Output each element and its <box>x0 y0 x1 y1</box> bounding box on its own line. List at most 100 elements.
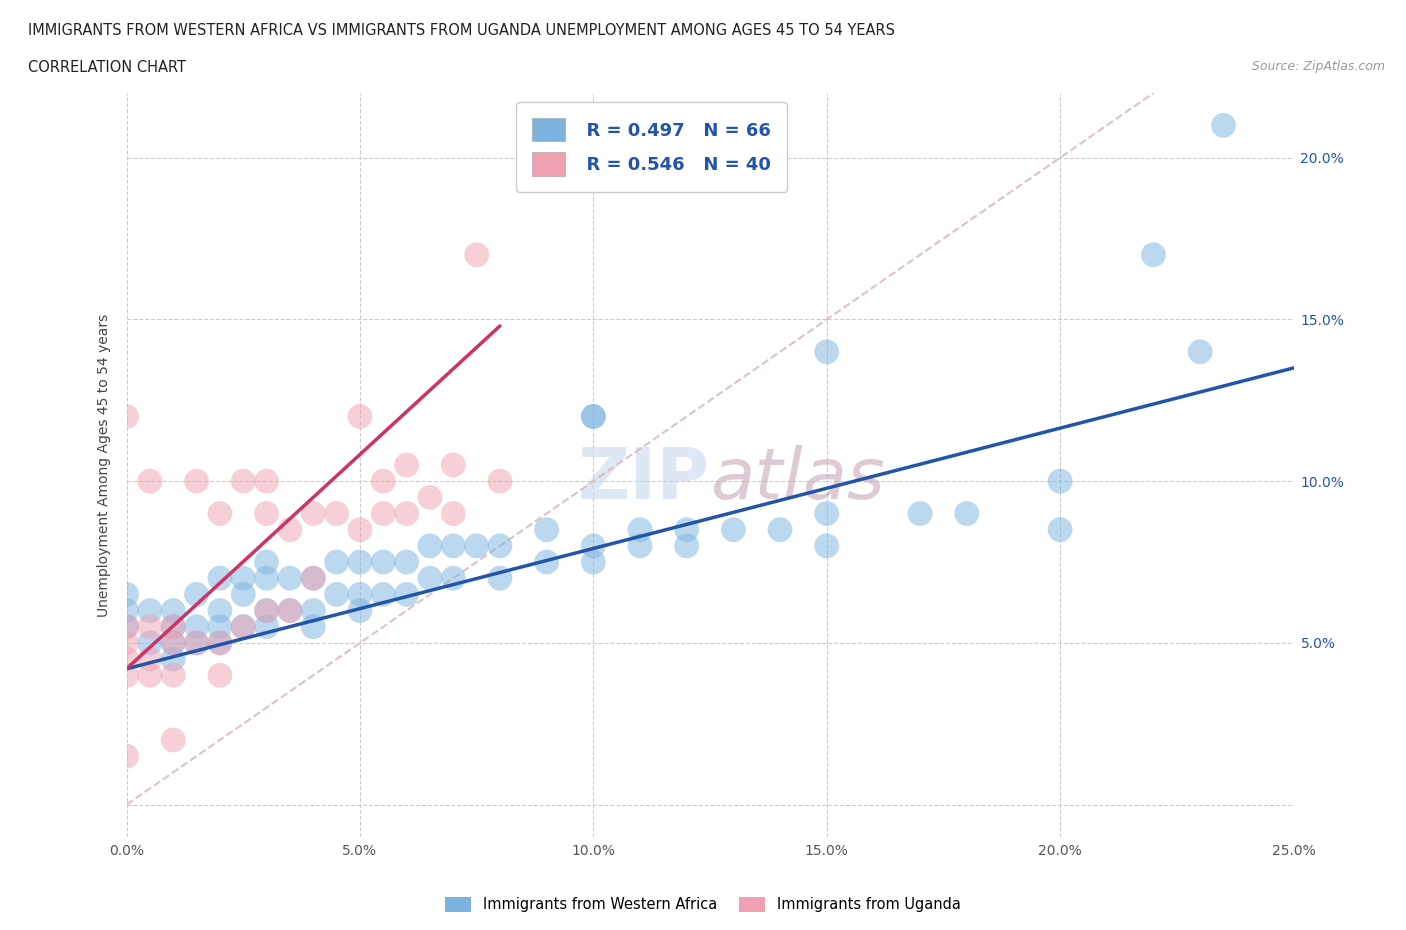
Point <box>208 506 231 521</box>
Point <box>908 506 931 521</box>
Point <box>115 409 138 424</box>
Point <box>232 587 254 602</box>
Point <box>582 409 605 424</box>
Point <box>373 473 395 488</box>
Point <box>208 668 231 683</box>
Point <box>815 506 838 521</box>
Point <box>349 523 371 538</box>
Point <box>489 571 512 586</box>
Point <box>115 668 138 683</box>
Point <box>162 733 184 748</box>
Point <box>489 473 512 488</box>
Point <box>162 619 184 634</box>
Point <box>302 571 325 586</box>
Point <box>419 571 441 586</box>
Point <box>115 635 138 650</box>
Point <box>162 635 184 650</box>
Point <box>395 506 418 521</box>
Point <box>441 538 464 553</box>
Point <box>115 749 138 764</box>
Point <box>582 554 605 569</box>
Point <box>162 668 184 683</box>
Point <box>256 554 278 569</box>
Point <box>162 652 184 667</box>
Point <box>232 473 254 488</box>
Point <box>162 635 184 650</box>
Point <box>628 523 651 538</box>
Point <box>395 458 418 472</box>
Point <box>232 619 254 634</box>
Point <box>186 635 208 650</box>
Point <box>186 635 208 650</box>
Point <box>349 587 371 602</box>
Point <box>208 635 231 650</box>
Point <box>186 619 208 634</box>
Point <box>256 506 278 521</box>
Point <box>325 506 347 521</box>
Point <box>278 604 301 618</box>
Point <box>1142 247 1164 262</box>
Point <box>115 604 138 618</box>
Point <box>256 473 278 488</box>
Point <box>441 458 464 472</box>
Legend:   R = 0.497   N = 66,   R = 0.546   N = 40: R = 0.497 N = 66, R = 0.546 N = 40 <box>516 102 787 192</box>
Point <box>419 490 441 505</box>
Point <box>395 554 418 569</box>
Point <box>208 619 231 634</box>
Point <box>162 604 184 618</box>
Point <box>489 538 512 553</box>
Point <box>349 554 371 569</box>
Point <box>186 587 208 602</box>
Point <box>349 409 371 424</box>
Point <box>769 523 792 538</box>
Point <box>1189 344 1212 359</box>
Point <box>278 523 301 538</box>
Point <box>815 344 838 359</box>
Point <box>186 473 208 488</box>
Point <box>1049 473 1071 488</box>
Point <box>441 506 464 521</box>
Point <box>536 523 558 538</box>
Point <box>208 571 231 586</box>
Point <box>115 652 138 667</box>
Point <box>139 635 162 650</box>
Point <box>139 619 162 634</box>
Point <box>278 604 301 618</box>
Text: IMMIGRANTS FROM WESTERN AFRICA VS IMMIGRANTS FROM UGANDA UNEMPLOYMENT AMONG AGES: IMMIGRANTS FROM WESTERN AFRICA VS IMMIGR… <box>28 23 896 38</box>
Point <box>302 506 325 521</box>
Point <box>139 604 162 618</box>
Point <box>232 619 254 634</box>
Point <box>582 538 605 553</box>
Point <box>232 571 254 586</box>
Point <box>628 538 651 553</box>
Point <box>815 538 838 553</box>
Point <box>349 604 371 618</box>
Point <box>465 247 488 262</box>
Point <box>1212 118 1234 133</box>
Point <box>115 619 138 634</box>
Point <box>256 604 278 618</box>
Point <box>582 409 605 424</box>
Point <box>373 554 395 569</box>
Point <box>956 506 979 521</box>
Point <box>302 604 325 618</box>
Point <box>373 506 395 521</box>
Point <box>419 538 441 553</box>
Point <box>536 554 558 569</box>
Text: Source: ZipAtlas.com: Source: ZipAtlas.com <box>1251 60 1385 73</box>
Point <box>325 554 347 569</box>
Text: atlas: atlas <box>710 445 884 514</box>
Point <box>302 571 325 586</box>
Point <box>115 619 138 634</box>
Point <box>208 604 231 618</box>
Point <box>373 587 395 602</box>
Point <box>208 635 231 650</box>
Point <box>465 538 488 553</box>
Point <box>278 571 301 586</box>
Point <box>302 619 325 634</box>
Point <box>675 523 697 538</box>
Legend: Immigrants from Western Africa, Immigrants from Uganda: Immigrants from Western Africa, Immigran… <box>439 891 967 918</box>
Point <box>256 619 278 634</box>
Point <box>675 538 697 553</box>
Point <box>115 587 138 602</box>
